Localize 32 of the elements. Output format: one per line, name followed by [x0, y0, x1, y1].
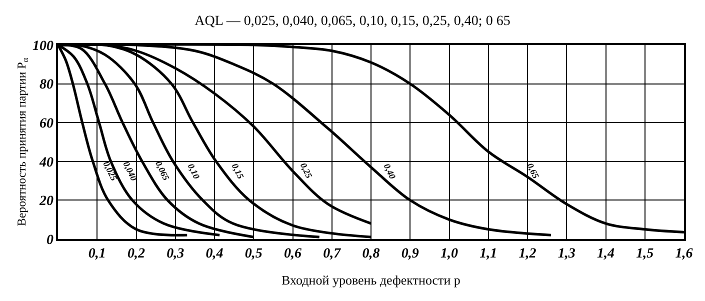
x-tick-label: 0,3 [166, 246, 184, 262]
x-axis-title: Входной уровень дефектности p [282, 272, 460, 288]
y-tick-label: 0 [46, 232, 54, 248]
x-tick-label: 0,7 [323, 246, 342, 262]
text: 0,10 [186, 162, 202, 181]
y-tick-label: 40 [38, 155, 54, 170]
x-tick-label: 0,2 [128, 246, 145, 262]
x-tick-label: 0,6 [284, 246, 302, 262]
x-tick-label: 0,1 [88, 246, 106, 262]
y-tick-label: 80 [39, 78, 54, 93]
x-tick-label: 1,4 [597, 246, 614, 262]
x-tick-label: 1,5 [636, 246, 654, 262]
text: 0,065 [153, 159, 172, 182]
text: 0,025 [101, 160, 120, 183]
x-tick-label: 1,2 [518, 246, 536, 262]
text: 0,15 [230, 162, 246, 181]
text: 0,40 [382, 162, 398, 182]
x-tick-label: 0,9 [401, 246, 419, 262]
x-tick-label: 1,0 [440, 246, 458, 262]
x-tick-label: 1,6 [675, 246, 693, 262]
y-tick-label: 20 [38, 194, 54, 210]
text: 0,040 [121, 160, 140, 183]
x-tick-label: 0,5 [244, 246, 262, 262]
x-tick-label: 1,1 [480, 246, 498, 262]
text: 0,25 [298, 161, 314, 180]
x-tick-label: 0,8 [362, 246, 380, 262]
y-tick-label: 100 [32, 38, 54, 54]
chart-title: AQL — 0,025, 0,040, 0,065, 0,10, 0,15, 0,25, 0,40; 0 65 [194, 14, 510, 29]
x-tick-label: 1,3 [558, 246, 576, 262]
text: 0,65 [525, 162, 542, 180]
x-tick-label: 0,4 [206, 246, 224, 262]
y-tick-label: 60 [39, 116, 54, 132]
